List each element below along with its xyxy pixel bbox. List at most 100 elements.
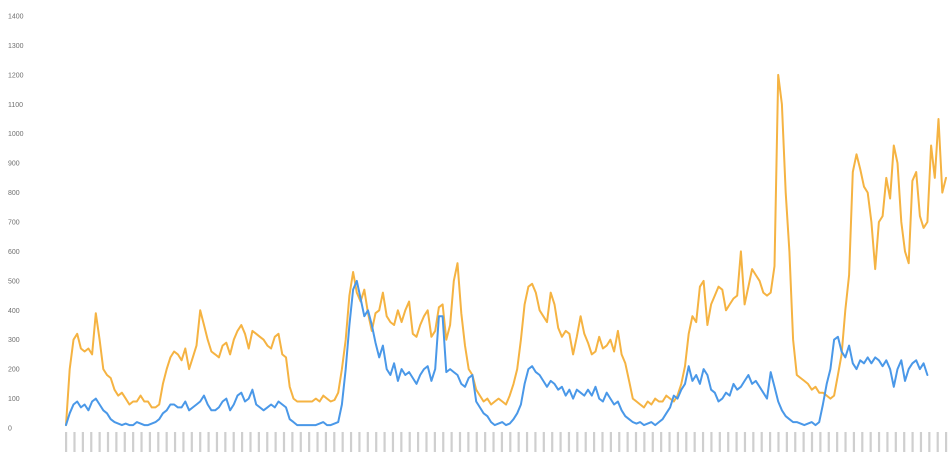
y-tick-label: 0 [8, 426, 12, 433]
x-tick-label [291, 432, 294, 452]
series-line-2 [65, 279, 929, 427]
x-tick-label [685, 432, 688, 452]
y-axis: 0 100 200 300 400 500 600 700 800 900 1000 1100 1200… [8, 14, 24, 433]
x-tick-label [358, 432, 361, 452]
x-tick-label [710, 432, 713, 452]
x-tick-label [785, 432, 788, 452]
x-tick-label [173, 432, 177, 452]
x-tick-label [115, 432, 118, 452]
x-tick-label [282, 432, 286, 452]
x-tick-label [810, 432, 814, 452]
x-tick-label [844, 432, 847, 452]
x-tick-label [567, 432, 571, 452]
x-tick-label [643, 432, 646, 452]
x-tick-label [182, 432, 185, 452]
x-tick-label [693, 432, 696, 452]
x-tick-label [90, 432, 93, 452]
x-tick-label [576, 432, 579, 452]
x-tick-label [676, 432, 680, 452]
x-tick-label [165, 432, 168, 452]
x-tick-label [861, 432, 864, 452]
y-tick-label: 300 [8, 337, 20, 344]
x-tick-label [509, 432, 512, 452]
y-tick-label: 800 [8, 190, 20, 197]
x-tick-label [157, 432, 160, 452]
x-tick-label [701, 432, 705, 452]
x-tick-label [408, 432, 411, 452]
x-tick-label [333, 432, 336, 452]
x-tick-label [65, 432, 68, 452]
x-tick-label [760, 432, 763, 452]
x-tick-label [224, 432, 227, 452]
x-tick-label [852, 432, 856, 452]
x-tick-label [777, 432, 780, 452]
x-tick-label [945, 432, 948, 452]
y-tick-label: 500 [8, 278, 20, 285]
x-tick-label [869, 432, 872, 452]
y-tick-label: 1400 [8, 14, 24, 21]
x-tick-label [919, 432, 923, 452]
x-tick-label [375, 432, 378, 452]
x-tick-label [232, 432, 235, 452]
x-tick-label [308, 432, 311, 452]
x-tick-label [148, 432, 152, 452]
x-tick-label [911, 432, 914, 452]
x-tick-label [534, 432, 537, 452]
x-tick-label [819, 432, 822, 452]
x-tick-label [794, 432, 797, 452]
y-tick-label: 900 [8, 161, 20, 168]
x-tick-label [199, 432, 202, 452]
x-tick-label [274, 432, 277, 452]
x-tick-label [542, 432, 545, 452]
x-tick-label [266, 432, 269, 452]
x-tick-label [450, 432, 453, 452]
y-tick-label: 1000 [8, 131, 24, 138]
x-tick-label [743, 432, 747, 452]
x-tick-label [73, 432, 76, 452]
y-tick-label: 400 [8, 308, 20, 315]
x-tick-label [81, 432, 84, 452]
x-tick-label [442, 432, 445, 452]
x-tick-label [484, 432, 487, 452]
y-tick-label: 600 [8, 249, 20, 256]
x-tick-label [140, 432, 143, 452]
x-tick-label [467, 432, 470, 452]
x-tick-label [433, 432, 436, 452]
x-tick-label [417, 432, 420, 452]
x-tick-label [341, 432, 344, 452]
series-layer [65, 73, 947, 427]
y-tick-label: 1100 [8, 102, 23, 109]
x-tick-label [391, 432, 395, 452]
x-tick-label [836, 432, 839, 452]
x-tick-label [123, 432, 126, 452]
y-tick-label: 100 [8, 396, 20, 403]
x-tick-label [626, 432, 629, 452]
x-tick-label [735, 432, 738, 452]
x-tick-label [877, 432, 881, 452]
x-tick-label [609, 432, 612, 452]
x-tick-label [492, 432, 495, 452]
x-tick-label [660, 432, 663, 452]
x-tick-label [425, 432, 428, 452]
x-tick-label [349, 432, 353, 452]
y-tick-label: 1200 [8, 72, 24, 79]
y-tick-label: 1300 [8, 43, 24, 50]
x-tick-label [400, 432, 403, 452]
x-tick-label [802, 432, 805, 452]
x-tick-label [517, 432, 520, 452]
x-tick-label [718, 432, 721, 452]
y-tick-label: 700 [8, 220, 20, 227]
x-tick-label [366, 432, 369, 452]
x-tick-label [668, 432, 671, 452]
x-tick-label [500, 432, 504, 452]
x-tick-label [98, 432, 101, 452]
x-tick-label [651, 432, 654, 452]
x-axis [65, 432, 948, 452]
x-tick-label [886, 432, 889, 452]
x-tick-label [928, 432, 931, 452]
x-tick-label [634, 432, 638, 452]
x-tick-label [257, 432, 260, 452]
x-tick-label [241, 432, 244, 452]
x-tick-label [458, 432, 462, 452]
x-tick-label [827, 432, 830, 452]
